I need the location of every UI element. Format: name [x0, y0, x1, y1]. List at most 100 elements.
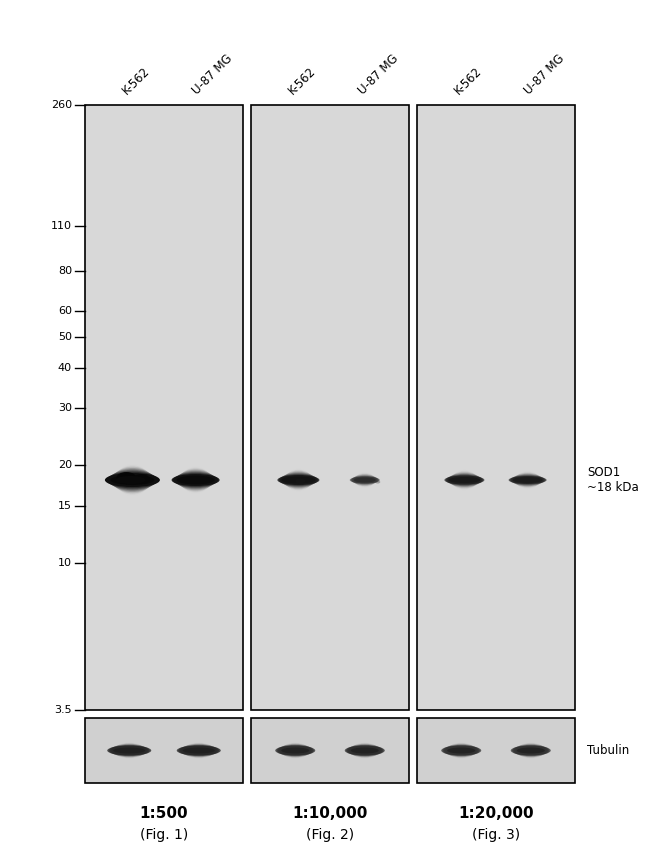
Ellipse shape [282, 742, 308, 758]
Ellipse shape [185, 742, 213, 758]
Ellipse shape [515, 472, 540, 488]
Ellipse shape [444, 744, 478, 757]
Text: SOD1
~18 kDa: SOD1 ~18 kDa [587, 466, 639, 494]
Ellipse shape [346, 745, 384, 756]
Ellipse shape [508, 476, 547, 484]
Ellipse shape [511, 746, 551, 756]
Text: (Fig. 2): (Fig. 2) [306, 828, 354, 842]
Ellipse shape [511, 474, 544, 485]
Ellipse shape [514, 744, 548, 757]
Ellipse shape [180, 744, 218, 757]
Text: K-562: K-562 [286, 64, 318, 97]
Ellipse shape [518, 742, 544, 758]
Ellipse shape [449, 472, 480, 488]
Ellipse shape [517, 471, 539, 489]
Ellipse shape [350, 477, 380, 484]
Text: U-87 MG: U-87 MG [521, 52, 567, 97]
Ellipse shape [113, 743, 145, 758]
Ellipse shape [115, 466, 150, 495]
Ellipse shape [516, 743, 545, 758]
Bar [417, 718, 575, 783]
Ellipse shape [450, 472, 478, 489]
Ellipse shape [513, 477, 543, 483]
Bar [417, 105, 575, 710]
Ellipse shape [356, 472, 374, 488]
Ellipse shape [344, 746, 385, 756]
Ellipse shape [350, 743, 379, 758]
Ellipse shape [105, 473, 160, 487]
Text: U-87 MG: U-87 MG [190, 52, 235, 97]
Ellipse shape [447, 743, 476, 758]
Bar [85, 105, 243, 710]
Ellipse shape [514, 472, 541, 488]
Text: 15: 15 [58, 501, 72, 510]
Ellipse shape [116, 476, 146, 484]
Text: (Fig. 3): (Fig. 3) [472, 828, 520, 842]
Ellipse shape [280, 744, 311, 758]
Ellipse shape [354, 473, 375, 487]
Ellipse shape [283, 471, 313, 490]
Text: 50: 50 [58, 332, 72, 342]
Ellipse shape [281, 747, 309, 753]
Ellipse shape [448, 742, 474, 758]
Ellipse shape [445, 744, 477, 758]
Ellipse shape [349, 744, 380, 758]
Ellipse shape [115, 742, 144, 758]
Text: U-87 MG: U-87 MG [356, 52, 400, 97]
Ellipse shape [512, 474, 543, 486]
Ellipse shape [177, 476, 214, 484]
Ellipse shape [112, 744, 147, 758]
Ellipse shape [177, 746, 221, 756]
Ellipse shape [116, 472, 136, 484]
Ellipse shape [281, 472, 316, 488]
Ellipse shape [453, 470, 476, 490]
Ellipse shape [354, 474, 376, 486]
Ellipse shape [107, 472, 158, 488]
Ellipse shape [133, 474, 150, 484]
Bar [251, 105, 409, 710]
Ellipse shape [174, 472, 216, 488]
Ellipse shape [352, 742, 378, 758]
Ellipse shape [182, 466, 209, 494]
Ellipse shape [375, 480, 380, 484]
Ellipse shape [176, 471, 215, 490]
Ellipse shape [172, 474, 220, 486]
Bar [85, 718, 243, 783]
Ellipse shape [285, 470, 312, 490]
Text: 1:10,000: 1:10,000 [292, 806, 368, 820]
Ellipse shape [109, 745, 150, 756]
Text: Tubulin: Tubulin [587, 744, 629, 757]
Text: 110: 110 [51, 221, 72, 231]
Ellipse shape [447, 474, 482, 486]
Ellipse shape [355, 472, 374, 487]
Ellipse shape [275, 746, 315, 756]
Text: K-562: K-562 [452, 64, 485, 97]
Ellipse shape [113, 747, 145, 753]
Ellipse shape [113, 466, 151, 493]
Ellipse shape [351, 747, 379, 753]
Text: 20: 20 [58, 460, 72, 470]
Text: 30: 30 [58, 403, 72, 413]
Ellipse shape [183, 747, 214, 753]
Ellipse shape [441, 746, 481, 756]
Text: 40: 40 [58, 362, 72, 373]
Ellipse shape [352, 475, 377, 485]
Ellipse shape [111, 744, 148, 757]
Ellipse shape [510, 475, 545, 484]
Ellipse shape [107, 746, 151, 756]
Text: 1:20,000: 1:20,000 [458, 806, 534, 820]
Ellipse shape [112, 468, 153, 492]
Text: 260: 260 [51, 100, 72, 110]
Ellipse shape [283, 472, 315, 489]
Ellipse shape [446, 475, 483, 485]
Text: 80: 80 [58, 265, 72, 276]
Ellipse shape [515, 744, 547, 758]
Ellipse shape [111, 475, 155, 485]
Ellipse shape [295, 478, 306, 484]
Ellipse shape [281, 477, 315, 484]
Ellipse shape [177, 470, 214, 490]
Ellipse shape [179, 469, 213, 491]
Ellipse shape [108, 471, 157, 490]
Ellipse shape [512, 745, 549, 756]
Ellipse shape [350, 476, 379, 484]
